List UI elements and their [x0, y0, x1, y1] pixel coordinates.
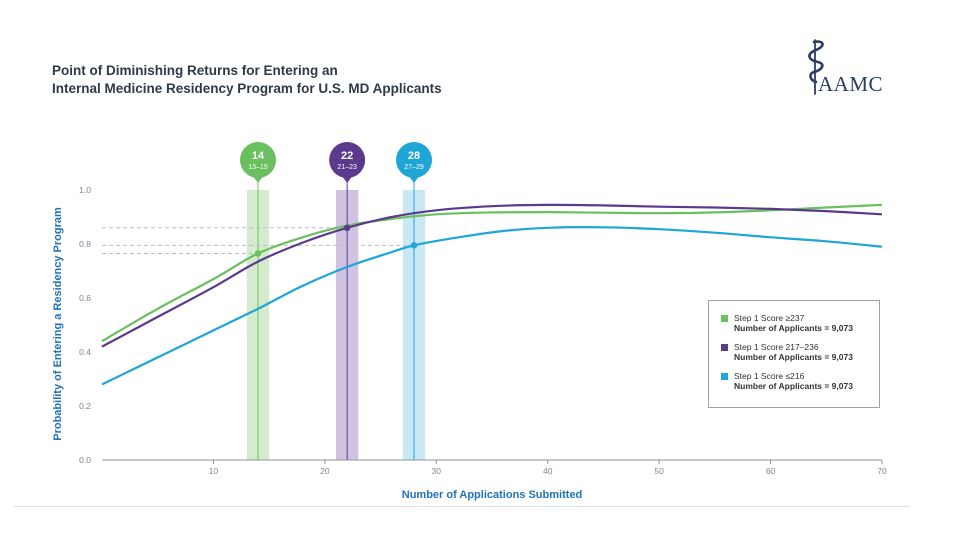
- legend: Step 1 Score ≥237 Number of Applicants =…: [708, 300, 880, 408]
- pin-value-blue: 28: [408, 150, 420, 162]
- series-line-purple: [101, 203, 883, 348]
- marker-point-green: [254, 250, 262, 257]
- series-line-green: [101, 203, 883, 343]
- legend-swatch-green: [721, 315, 728, 322]
- legend-item-blue: Step 1 Score ≤216 Number of Applicants =…: [721, 371, 879, 391]
- chart-title-line-1: Point of Diminishing Returns for Enterin…: [52, 63, 338, 78]
- y-axis-label: Probability of Entering a Residency Prog…: [52, 207, 64, 441]
- x-tick-label: 70: [877, 466, 887, 476]
- marker-point-blue: [410, 242, 418, 249]
- legend-label-green: Step 1 Score ≥237: [734, 313, 805, 323]
- legend-count-blue: Number of Applicants = 9,073: [734, 381, 853, 391]
- pin-circle-blue: [396, 142, 432, 178]
- y-tick-label: 1.0: [79, 185, 91, 195]
- aamc-caduceus-logo: [808, 39, 824, 95]
- marker-point-purple: [343, 224, 351, 231]
- pin-circle-purple: [329, 142, 366, 178]
- footer-divider: [14, 506, 910, 507]
- caduceus-icon: [808, 39, 824, 95]
- legend-count-purple: Number of Applicants = 9,073: [734, 352, 853, 362]
- x-tick-label: 20: [320, 466, 330, 476]
- legend-item-green: Step 1 Score ≥237 Number of Applicants =…: [721, 313, 879, 333]
- x-tick-label: 40: [543, 466, 553, 476]
- legend-label-blue: Step 1 Score ≤216: [734, 371, 805, 381]
- aamc-logo-text: AAMC: [818, 72, 884, 96]
- horizontal-guide-lines: [102, 227, 414, 254]
- pin-value-purple: 22: [341, 150, 353, 162]
- pin-range-purple: 21–23: [337, 164, 357, 171]
- x-axis-label: Number of Applications Submitted: [401, 489, 583, 501]
- series-lines: [101, 203, 883, 386]
- pin-markers: 14 13–15 22 21–23 28 27–29: [240, 142, 432, 183]
- legend-item-purple: Step 1 Score 217–236 Number of Applicant…: [721, 342, 879, 362]
- y-tick-label: 0.4: [79, 347, 91, 357]
- y-tick-label: 0.8: [79, 239, 91, 249]
- x-tick-label: 60: [766, 466, 776, 476]
- axes: 0.0 0.2 0.4 0.6 0.8 1.0 10 20 30 40 50 60 70: [79, 185, 887, 476]
- chart-title: Point of Diminishing Returns for Enterin…: [52, 62, 442, 98]
- legend-label-purple: Step 1 Score 217–236: [734, 342, 819, 352]
- x-tick-label: 50: [654, 466, 664, 476]
- legend-swatch-purple: [721, 344, 728, 351]
- chart-title-line-2: Internal Medicine Residency Program for …: [52, 81, 442, 96]
- pin-value-green: 14: [252, 150, 265, 162]
- x-tick-label: 30: [432, 466, 442, 476]
- y-tick-label: 0.2: [79, 401, 91, 411]
- y-tick-label: 0.0: [79, 455, 91, 465]
- y-tick-label: 0.6: [79, 293, 91, 303]
- legend-swatch-blue: [721, 373, 728, 380]
- pin-circle-green: [240, 142, 276, 178]
- series-line-blue: [101, 226, 883, 386]
- pin-range-green: 13–15: [248, 164, 268, 171]
- x-tick-label: 10: [209, 466, 219, 476]
- pin-range-blue: 27–29: [404, 164, 424, 171]
- marker-bands: [246, 182, 426, 460]
- legend-count-green: Number of Applicants = 9,073: [734, 323, 853, 333]
